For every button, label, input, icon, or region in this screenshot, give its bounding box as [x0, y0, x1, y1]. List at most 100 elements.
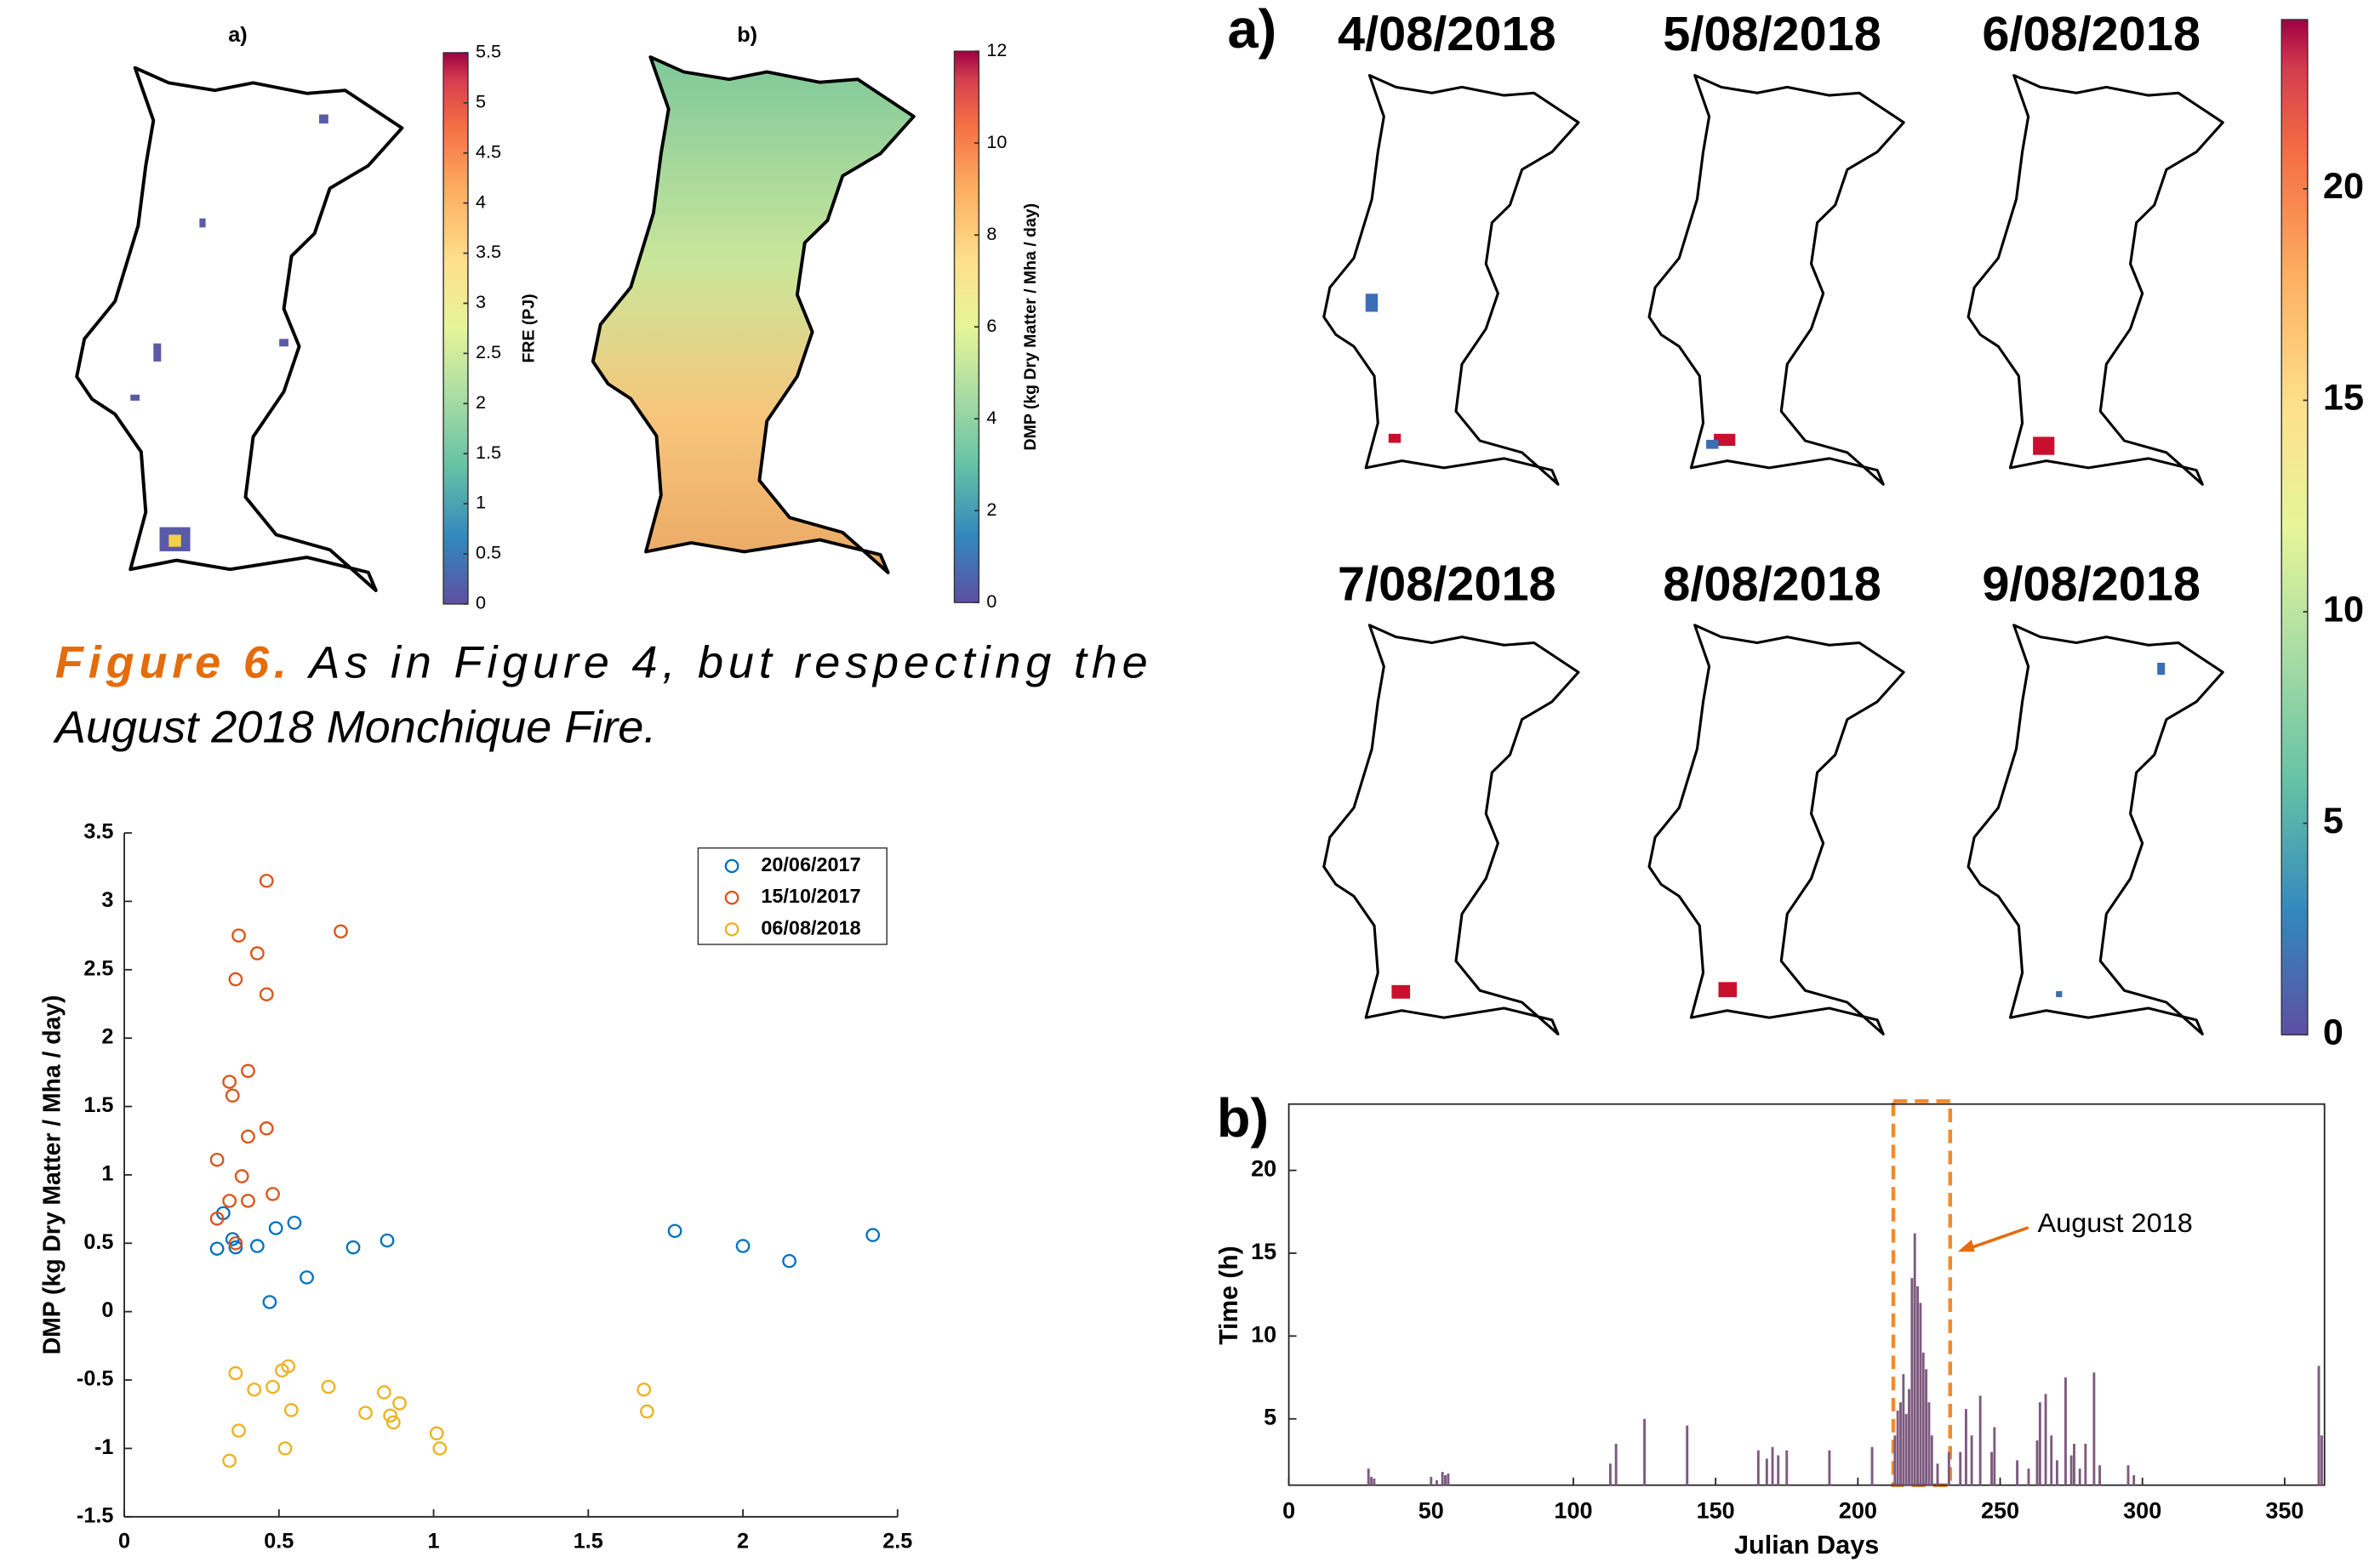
y-tick-label: 3: [101, 888, 113, 912]
colorbar-tick-label: 10: [986, 132, 1007, 152]
point: [222, 1453, 237, 1468]
point: [300, 1270, 314, 1285]
bar: [2069, 1455, 2073, 1485]
bar: [1927, 1402, 1931, 1485]
point: [865, 1228, 881, 1242]
point: [228, 1366, 243, 1381]
bar: [1908, 1388, 1910, 1485]
y-tick-label: -1: [94, 1435, 114, 1459]
bar: [1643, 1418, 1647, 1485]
y-tick-label: 15: [1251, 1239, 1276, 1264]
point: [228, 1240, 243, 1255]
point: [735, 1239, 751, 1253]
point: [241, 1129, 255, 1144]
bar: [2035, 1440, 2039, 1485]
caption-line: Figure 6. As in Figure 4, but respecting…: [55, 637, 1148, 687]
date-label: 4/08/2018: [1338, 8, 1556, 61]
point: [277, 1441, 293, 1456]
point: [265, 1379, 280, 1394]
bar: [1899, 1402, 1902, 1485]
point: [228, 1236, 243, 1251]
bar: [1921, 1352, 1925, 1485]
point: [392, 1396, 407, 1411]
bar: [1925, 1369, 1928, 1485]
bar: [1367, 1468, 1370, 1485]
bar: [1614, 1443, 1618, 1485]
bar: [1447, 1473, 1450, 1485]
legend-marker: [724, 890, 739, 905]
point: [241, 1194, 255, 1208]
point: [247, 1383, 262, 1397]
bar: [2092, 1372, 2096, 1485]
bar: [1993, 1427, 1996, 1485]
fire-pixels: [1388, 433, 2055, 999]
map-outline: [1647, 624, 1905, 1036]
bar: [2055, 1460, 2058, 1485]
point: [281, 1359, 296, 1374]
colorbar-tick-label: 2: [986, 499, 996, 520]
point: [222, 1194, 237, 1208]
bar: [1990, 1451, 1993, 1485]
panel-label: a): [1227, 0, 1276, 60]
point: [377, 1385, 391, 1400]
y-tick-label: 1.5: [83, 1093, 113, 1117]
bar: [2050, 1435, 2053, 1485]
map-dmp: [591, 55, 916, 574]
colorbar-tick-label: 1: [476, 493, 486, 513]
bar: [2044, 1394, 2047, 1485]
bar: [1978, 1395, 1982, 1485]
y-tick-label: 1: [101, 1162, 113, 1186]
arrow: [1963, 1226, 2029, 1252]
bar: [1686, 1425, 1689, 1485]
fire-pixels: [168, 534, 181, 547]
map-outline: [75, 66, 404, 592]
date-label: 8/08/2018: [1663, 557, 1881, 611]
legend-marker: [724, 922, 739, 937]
colorbar-tick-label: 4: [986, 408, 996, 428]
caption-text: As in Figure 4, but respecting the: [306, 637, 1147, 687]
colorbar-tick-label: 1.5: [476, 442, 501, 463]
colorbar-tick-label: 2.5: [476, 342, 501, 362]
point: [636, 1383, 652, 1397]
point: [334, 924, 348, 939]
date-label: 5/08/2018: [1663, 8, 1881, 61]
point: [225, 1088, 240, 1103]
legend: [697, 847, 888, 945]
x-tick-label: 50: [1419, 1498, 1444, 1524]
colorbar-tick-label: 4.5: [476, 142, 501, 163]
point: [209, 1153, 225, 1167]
bar: [1370, 1476, 1373, 1485]
bar: [1930, 1435, 1933, 1485]
colorbar-tick-label: 5.5: [476, 42, 501, 62]
colorbar-tick-label: 20: [2323, 166, 2364, 207]
map-outline: [1322, 73, 1580, 486]
bar: [1771, 1446, 1774, 1485]
point: [383, 1408, 398, 1423]
legend-label: 15/10/2017: [761, 885, 860, 907]
colorbar: [442, 52, 469, 605]
map-outline: [1647, 73, 1905, 486]
point: [429, 1426, 444, 1440]
point: [259, 1121, 274, 1136]
colorbar-tick-label: 10: [2323, 590, 2364, 630]
bar: [1916, 1286, 1920, 1485]
point: [259, 987, 274, 1001]
point: [268, 1221, 283, 1235]
colorbar: [2281, 19, 2309, 1035]
bar: [2132, 1474, 2136, 1485]
legend-label: 06/08/2018: [761, 917, 860, 939]
caption-label: Figure 6.: [55, 637, 287, 687]
y-tick-label: 10: [1251, 1322, 1276, 1348]
panel-label: b): [737, 23, 757, 47]
y-axis-label: DMP (kg Dry Matter / Mha / day): [38, 995, 66, 1355]
bar: [1902, 1374, 1905, 1485]
x-tick-label: 0: [118, 1530, 130, 1554]
colorbar-tick-label: 8: [986, 224, 996, 244]
bar: [1436, 1480, 1438, 1485]
bar: [1964, 1409, 1967, 1485]
colorbar-tick-label: 5: [476, 92, 486, 112]
bar: [1765, 1458, 1768, 1485]
bar: [2073, 1443, 2075, 1485]
bar: [1904, 1413, 1908, 1485]
bar: [1896, 1410, 1899, 1485]
